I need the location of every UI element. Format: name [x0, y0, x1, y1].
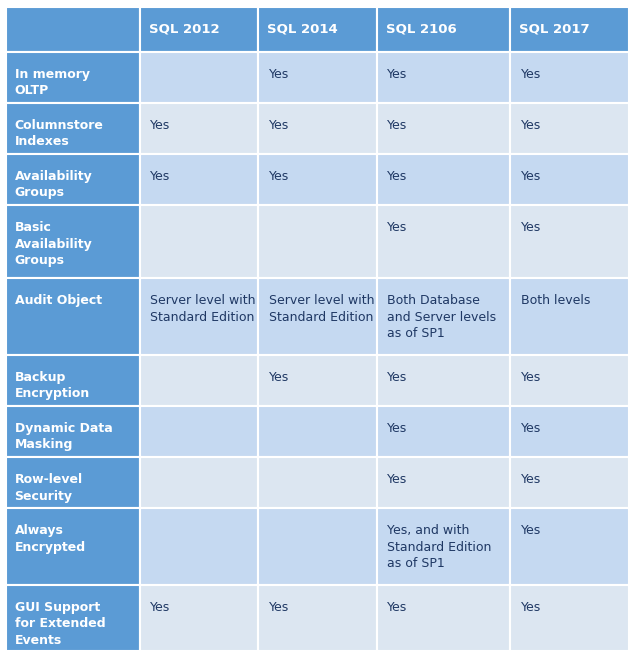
Text: Yes: Yes [387, 118, 407, 132]
Text: SQL 2017: SQL 2017 [519, 22, 590, 36]
Bar [258, 509, 377, 585]
Bar [377, 103, 511, 154]
Bar [377, 509, 511, 585]
Text: Yes: Yes [269, 370, 289, 384]
Bar [511, 509, 629, 585]
Text: Both Database
and Server levels
as of SP1: Both Database and Server levels as of SP… [387, 294, 496, 340]
Bar [6, 509, 140, 585]
Text: Dynamic Data
Masking: Dynamic Data Masking [15, 422, 112, 451]
Bar [258, 278, 377, 355]
Text: Yes: Yes [269, 601, 289, 614]
Text: Yes: Yes [387, 221, 407, 234]
Text: Yes: Yes [269, 118, 289, 132]
Text: In memory
OLTP: In memory OLTP [15, 68, 90, 97]
Bar [511, 103, 629, 154]
Text: SQL 2106: SQL 2106 [385, 22, 457, 36]
Text: Yes: Yes [521, 473, 541, 486]
Bar [6, 585, 140, 651]
Text: Yes: Yes [521, 68, 541, 80]
Text: Columnstore
Indexes: Columnstore Indexes [15, 118, 104, 148]
Bar [377, 52, 511, 103]
Bar [258, 103, 377, 154]
Bar [6, 154, 140, 205]
Text: Always
Encrypted: Always Encrypted [15, 524, 86, 554]
Bar [258, 355, 377, 406]
Bar [377, 278, 511, 355]
Bar [258, 52, 377, 103]
Bar [6, 457, 140, 509]
Text: Yes: Yes [521, 221, 541, 234]
Text: SQL 2014: SQL 2014 [267, 22, 338, 36]
Bar [511, 457, 629, 509]
Text: Server level with
Standard Edition: Server level with Standard Edition [269, 294, 374, 324]
Text: Availability
Groups: Availability Groups [15, 170, 92, 199]
Bar [6, 7, 140, 52]
Bar [140, 205, 258, 278]
Bar [140, 103, 258, 154]
Bar [6, 52, 140, 103]
Text: Backup
Encryption: Backup Encryption [15, 370, 90, 400]
Bar [6, 406, 140, 457]
Text: Yes: Yes [521, 524, 541, 538]
Text: Yes: Yes [521, 601, 541, 614]
Text: Yes: Yes [521, 170, 541, 183]
Text: Yes: Yes [387, 68, 407, 80]
Bar [6, 278, 140, 355]
Text: Yes: Yes [521, 370, 541, 384]
Text: Yes: Yes [521, 118, 541, 132]
Text: Yes: Yes [387, 422, 407, 435]
Bar [140, 154, 258, 205]
Bar [377, 585, 511, 651]
Text: Basic
Availability
Groups: Basic Availability Groups [15, 221, 92, 267]
Bar [511, 205, 629, 278]
Bar [258, 457, 377, 509]
Bar [140, 278, 258, 355]
Bar [258, 585, 377, 651]
Bar [377, 205, 511, 278]
Bar [377, 355, 511, 406]
Bar [258, 205, 377, 278]
Bar [140, 585, 258, 651]
Bar [6, 355, 140, 406]
Bar [377, 154, 511, 205]
Bar [258, 7, 377, 52]
Text: Yes: Yes [150, 601, 171, 614]
Text: Yes: Yes [269, 68, 289, 80]
Text: Yes: Yes [521, 422, 541, 435]
Bar [140, 509, 258, 585]
Text: SQL 2012: SQL 2012 [149, 22, 220, 36]
Bar [377, 406, 511, 457]
Bar [140, 406, 258, 457]
Bar [6, 205, 140, 278]
Bar [6, 103, 140, 154]
Text: Yes: Yes [150, 118, 171, 132]
Text: Yes: Yes [150, 170, 171, 183]
Bar [511, 585, 629, 651]
Text: Audit Object: Audit Object [15, 294, 102, 307]
Bar [140, 457, 258, 509]
Text: Yes, and with
Standard Edition
as of SP1: Yes, and with Standard Edition as of SP1 [387, 524, 491, 570]
Text: Yes: Yes [269, 170, 289, 183]
Text: Row-level
Security: Row-level Security [15, 473, 83, 503]
Text: Yes: Yes [387, 170, 407, 183]
Bar [140, 7, 258, 52]
Bar [511, 406, 629, 457]
Bar [511, 52, 629, 103]
Bar [140, 52, 258, 103]
Text: Yes: Yes [387, 601, 407, 614]
Text: Yes: Yes [387, 473, 407, 486]
Bar [377, 7, 511, 52]
Bar [377, 457, 511, 509]
Bar [511, 7, 629, 52]
Bar [258, 406, 377, 457]
Bar [140, 355, 258, 406]
Bar [511, 154, 629, 205]
Bar [511, 355, 629, 406]
Text: Yes: Yes [387, 370, 407, 384]
Bar [511, 278, 629, 355]
Bar [258, 154, 377, 205]
Text: GUI Support
for Extended
Events: GUI Support for Extended Events [15, 601, 105, 647]
Text: Both levels: Both levels [521, 294, 590, 307]
Text: Server level with
Standard Edition: Server level with Standard Edition [150, 294, 256, 324]
